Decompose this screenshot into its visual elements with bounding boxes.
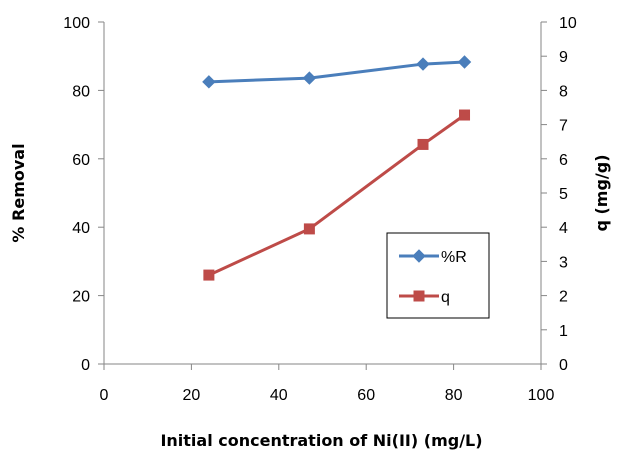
- y-tick-label: 0: [81, 357, 90, 374]
- y2-tick-label: 5: [559, 186, 568, 203]
- x-tick-label: 60: [357, 387, 375, 404]
- y-tick-label: 60: [72, 152, 90, 169]
- legend-marker-removal: [412, 249, 426, 263]
- y2-tick-label: 10: [559, 15, 577, 32]
- data-point-q: [303, 223, 315, 235]
- y2-tick-label: 7: [559, 118, 568, 135]
- y-tick-label: 80: [72, 83, 90, 100]
- series-line-q: [208, 113, 466, 277]
- y2-axis-title: q (mg/g): [592, 154, 611, 231]
- legend-box: [386, 232, 490, 319]
- series-line-removal: [208, 60, 465, 84]
- x-tick-label: 0: [100, 387, 109, 404]
- y2-tick-label: 2: [559, 289, 568, 306]
- y2-tick-label: 1: [559, 323, 568, 340]
- y-tick-label: 40: [72, 220, 90, 237]
- x-tick-label: 40: [270, 387, 288, 404]
- data-point-q: [203, 269, 215, 281]
- x-axis-title: Initial concentration of Ni(II) (mg/L): [160, 431, 482, 450]
- data-point-q: [417, 138, 429, 150]
- data-point-removal: [302, 71, 317, 85]
- y-tick-label: 20: [72, 289, 90, 306]
- legend-marker-q: [413, 290, 425, 302]
- x-tick-label: 80: [445, 387, 463, 404]
- data-point-removal: [416, 57, 430, 71]
- y2-tick-label: 0: [559, 357, 568, 374]
- data-point-removal: [202, 75, 216, 89]
- y2-tick-label: 4: [559, 220, 568, 237]
- data-point-q: [459, 109, 471, 121]
- legend-label-removal: %R: [441, 249, 467, 266]
- y-tick-label: 100: [63, 15, 90, 32]
- x-tick-label: 100: [528, 387, 555, 404]
- legend-label-q: q: [441, 289, 450, 306]
- data-point-removal: [457, 55, 472, 69]
- y2-tick-label: 6: [559, 152, 568, 169]
- x-tick-label: 20: [183, 387, 201, 404]
- y-axis-title: % Removal: [9, 143, 28, 242]
- y2-tick-label: 8: [559, 83, 568, 100]
- y2-tick-label: 3: [559, 254, 568, 271]
- y2-tick-label: 9: [559, 49, 568, 66]
